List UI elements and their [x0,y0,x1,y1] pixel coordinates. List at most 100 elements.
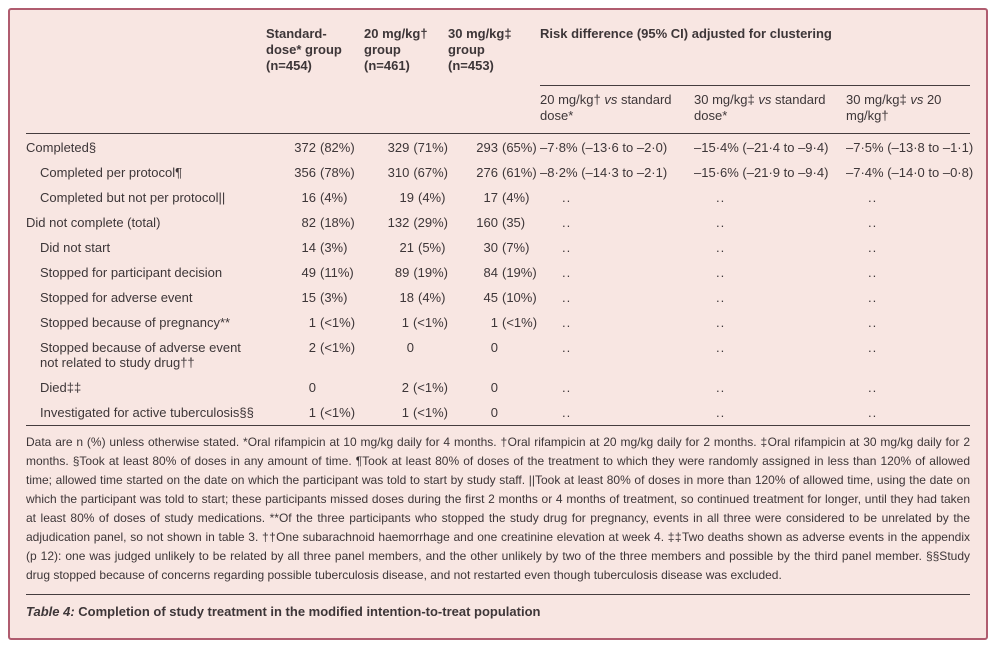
count-cell: 30 (7%) [483,240,530,255]
risk-difference-cell: –15·6% (–21·9 to –9·4) [694,165,829,180]
risk-difference-cell: .. [716,340,726,355]
risk-difference-cell: .. [868,315,878,330]
count-cell: 132 (29%) [387,215,448,230]
risk-difference-cell: .. [562,340,572,355]
count-cell: 310 (67%) [387,165,448,180]
count-cell: 2 (<1%) [401,380,448,395]
table-row: Died‡‡ 0 2 (<1%) 0...... [26,375,970,400]
count-cell: 372 (82%) [294,140,355,155]
count-cell: 14 (3%) [301,240,348,255]
table-row: Stopped because of pregnancy** 1 (<1%) 1 (<1… [26,310,970,335]
risk-difference-cell: .. [562,315,572,330]
risk-difference-cell: .. [562,380,572,395]
count-cell: 1 (<1%) [401,315,448,330]
header-label-spacer [26,26,266,133]
risk-difference-cell: –8·2% (–14·3 to –2·1) [540,165,668,180]
count-cell: 18 (4%) [399,290,446,305]
count-cell: 356 (78%) [294,165,355,180]
risk-difference-subheaders: 20 mg/kg† vs standard dose* 30 mg/kg‡ vs… [540,85,970,133]
count-cell: 45 (10%) [483,290,537,305]
row-label: Stopped for participant decision [40,265,223,280]
risk-difference-cell: .. [868,405,878,420]
risk-difference-cell: .. [562,290,572,305]
risk-difference-cell: .. [868,190,878,205]
header-20mgkg-group: 20 mg/kg† group (n=461) [364,26,428,73]
row-label: Stopped for adverse event [40,290,193,305]
risk-difference-cell: .. [716,215,726,230]
table-body: Completed§ 372 (82%) 329 (71%) 293 (65%) –7·8% … [26,134,973,425]
count-cell: 21 (5%) [399,240,446,255]
risk-difference-cell: .. [868,215,878,230]
risk-difference-cell: .. [562,190,572,205]
risk-difference-cell: .. [716,380,726,395]
table-row: Investigated for active tuberculosis§§ 1(… [26,400,970,425]
table-header: Standard- dose* group (n=454) 20 mg/kg† … [26,10,970,133]
table-caption-number: Table 4: [26,604,75,619]
risk-difference-cell: .. [562,265,572,280]
row-label: Completed per protocol¶ [40,165,183,180]
table-row: Stopped for participant decision 49 (11%) 8… [26,260,970,285]
count-cell: 16 (4%) [301,190,348,205]
risk-difference-cell: .. [868,265,878,280]
count-cell: 1 (<1%) [401,405,448,420]
count-cell: 89 (19%) [394,265,448,280]
count-cell: 0 [490,380,498,395]
count-cell: 19 (4%) [399,190,446,205]
table-footnote: Data are n (%) unless otherwise stated. … [26,435,970,582]
risk-difference-cell: .. [716,405,726,420]
count-cell: 1 (<1%) [308,315,356,330]
risk-difference-cell: .. [562,240,572,255]
risk-difference-header-area: Risk difference (95% CI) adjusted for cl… [540,26,970,133]
count-cell: 0 [490,340,498,355]
row-label: Completed but not per protocol|| [40,190,226,205]
table-row: Did not start 14 (3%) 21 (5%) 30 (7%)...... [26,235,970,260]
count-cell: 15 (3%) [301,290,348,305]
table-row: Stopped for adverse event 15 (3%) 18 (4%) 45(… [26,285,970,310]
risk-difference-cell: .. [868,340,878,355]
row-label: Did not complete (total) [26,215,161,230]
count-cell: 0 [490,405,498,420]
risk-difference-cell: .. [868,290,878,305]
risk-difference-cell: –15·4% (–21·4 to –9·4) [694,140,829,155]
risk-difference-cell: .. [562,405,572,420]
footnote-caption-divider [26,594,970,595]
risk-difference-cell: .. [562,215,572,230]
row-label: Did not start [40,240,111,255]
row-label: Stopped because of adverse event not rel… [40,340,241,370]
risk-difference-cell: .. [716,265,726,280]
risk-subheader-20-vs-standard: 20 mg/kg† vs standard dose* [540,92,672,123]
risk-subheader-30-vs-standard: 30 mg/kg‡ vs standard dose* [694,92,826,123]
table-panel: Standard- dose* group (n=454) 20 mg/kg† … [8,8,988,640]
body-footnote-divider [26,425,970,426]
header-body-divider [26,133,970,134]
table-caption: Table 4: Completion of study treatment i… [26,604,970,620]
table-row: Completed but not per protocol|| 16 (4%) 19… [26,185,970,210]
table-row: Completed per protocol¶ 356 (78%) 310 (67%) 2… [26,160,973,185]
risk-difference-cell: .. [868,380,878,395]
table-row: Did not complete (total) 82 (18%) 132 (29%) 1… [26,210,970,235]
count-cell: 1 (<1%) [308,405,356,420]
count-cell: 1 (<1%) [490,315,538,330]
risk-subheader-30-vs-20: 30 mg/kg‡ vs 20 mg/kg† [846,92,942,123]
risk-difference-cell: .. [716,240,726,255]
count-cell: 0 [308,380,316,395]
risk-difference-cell: .. [868,240,878,255]
table-row: Completed§ 372 (82%) 329 (71%) 293 (65%) –7·8% … [26,135,973,160]
count-cell: 276 (61%) [476,165,537,180]
risk-difference-cell: .. [716,290,726,305]
header-30mgkg-group: 30 mg/kg‡ group (n=453) [448,26,512,73]
count-cell: 49 (11%) [301,265,354,280]
row-label: Investigated for active tuberculosis§§ [40,405,254,420]
risk-difference-cell: .. [716,315,726,330]
count-cell: 82 (18%) [301,215,355,230]
count-cell: 293 (65%) [476,140,537,155]
row-label: Completed§ [26,140,97,155]
risk-difference-title: Risk difference (95% CI) adjusted for cl… [540,26,832,41]
count-cell: 84 (19%) [483,265,537,280]
count-cell: 329 (71%) [387,140,448,155]
risk-difference-cell: –7·8% (–13·6 to –2·0) [540,140,668,155]
row-label: Stopped because of pregnancy** [40,315,231,330]
header-standard-dose-group: Standard- dose* group (n=454) [266,26,342,73]
count-cell: 17 (4%) [483,190,530,205]
count-cell: 0 [406,340,414,355]
